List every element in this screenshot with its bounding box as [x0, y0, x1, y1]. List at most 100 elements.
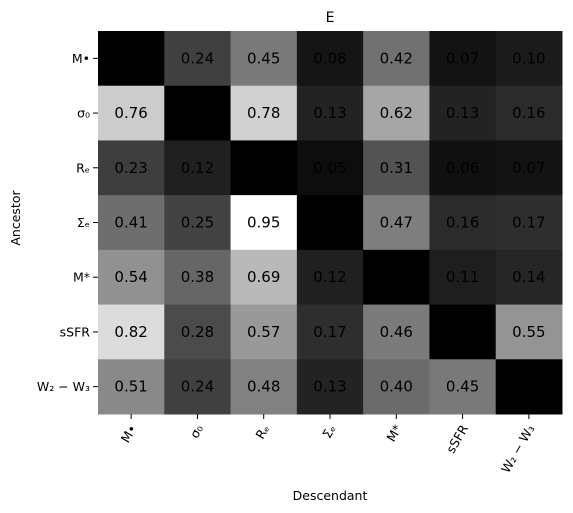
heatmap-cell: [363, 31, 430, 87]
cell-value-label: 0.45: [247, 49, 280, 67]
y-tick-label: M*: [73, 270, 90, 285]
cell-value-label: 0.82: [114, 323, 147, 341]
cell-value-label: 0.45: [446, 378, 479, 396]
cell-value-label: 0.46: [380, 323, 413, 341]
heatmap-cell: [495, 140, 563, 196]
heatmap-cell: [230, 31, 298, 87]
heatmap-cell: [98, 140, 165, 196]
heatmap-cell: [429, 249, 497, 306]
cell-value-label: 0.05: [313, 159, 346, 177]
heatmap-cell: [98, 31, 165, 87]
cell-value-label: 0.76: [114, 104, 147, 122]
cell-value-label: 0.13: [313, 104, 346, 122]
cell-value-label: 0.06: [446, 159, 479, 177]
cell-value-label: 0.00: [446, 323, 479, 341]
heatmap-cell: [164, 195, 232, 251]
y-tick-label: Rₑ: [76, 160, 90, 175]
cell-value-label: 0.13: [313, 378, 346, 396]
cell-value-label: 0.12: [313, 268, 346, 286]
cell-value-label: 0.78: [247, 104, 280, 122]
heatmap-cell: [495, 85, 563, 141]
heatmap-cells: 0.00 0.24 0.45 0.08 0.42 0.07 0.10 0.76 0.00 0.78…: [98, 31, 563, 415]
heatmap-cell: [363, 359, 430, 415]
y-tick-label: σ₀: [77, 106, 90, 121]
heatmap-cell: [363, 249, 430, 306]
heatmap-cell: [296, 304, 364, 360]
cell-value-label: 0.08: [313, 49, 346, 67]
x-axis-ticks: M• σ₀ Rₑ Σₑ M* sSFR W₂ − W₃: [118, 414, 538, 476]
heatmap-cell: [98, 359, 165, 415]
heatmap-cell: [429, 31, 497, 87]
x-axis-label: Descendant: [293, 488, 368, 503]
y-tick-label: sSFR: [60, 324, 91, 339]
cell-value-label: 0.55: [512, 323, 545, 341]
heatmap-cell: [164, 85, 232, 141]
heatmap-cell: [164, 31, 232, 87]
y-tick-label: Σₑ: [77, 215, 90, 230]
heatmap-cell: [296, 31, 364, 87]
heatmap-cell: [363, 140, 430, 196]
heatmap-cell: [429, 359, 497, 415]
cell-value-label: 0.54: [114, 268, 147, 286]
cell-value-label: 0.95: [247, 214, 280, 232]
cell-value-label: 0.14: [512, 268, 545, 286]
y-tick-label: W₂ − W₃: [37, 379, 90, 394]
heatmap-cell: [495, 304, 563, 360]
cell-value-label: 0.24: [181, 378, 214, 396]
heatmap-cell: [230, 85, 298, 141]
heatmap-cell: [429, 304, 497, 360]
heatmap-cell: [230, 140, 298, 196]
cell-value-label: 0.42: [380, 49, 413, 67]
x-tick-label: sSFR: [443, 422, 471, 456]
heatmap-cell: [429, 85, 497, 141]
heatmap-cell: [363, 304, 430, 360]
heatmap-cell: [296, 85, 364, 141]
cell-value-label: 0.25: [181, 214, 214, 232]
heatmap-cell: [164, 140, 232, 196]
cell-value-label: 0.28: [181, 323, 214, 341]
heatmap-cell: [230, 359, 298, 415]
heatmap-cell: [98, 195, 165, 251]
heatmap-cell: [98, 249, 165, 306]
heatmap-cell: [296, 140, 364, 196]
cell-value-label: 0.16: [512, 104, 545, 122]
cell-value-label: 0.00: [247, 159, 280, 177]
heatmap-cell: [230, 249, 298, 306]
heatmap-cell: [296, 195, 364, 251]
heatmap-cell: [164, 359, 232, 415]
cell-value-label: 0.23: [114, 159, 147, 177]
cell-value-label: 0.07: [512, 159, 545, 177]
heatmap-cell: [495, 249, 563, 306]
cell-value-label: 0.47: [380, 214, 413, 232]
heatmap-cell: [363, 195, 430, 251]
cell-value-label: 0.17: [313, 323, 346, 341]
x-tick-label: Rₑ: [252, 422, 272, 442]
cell-value-label: 0.00: [181, 104, 214, 122]
heatmap-cell: [429, 195, 497, 251]
y-tick-label: M•: [72, 51, 90, 66]
chart-title: E: [326, 10, 335, 26]
cell-value-label: 0.69: [247, 268, 280, 286]
cell-value-label: 0.11: [446, 268, 479, 286]
heatmap-cell: [230, 304, 298, 360]
cell-value-label: 0.07: [446, 49, 479, 67]
cell-value-label: 0.51: [114, 378, 147, 396]
cell-value-label: 0.17: [512, 214, 545, 232]
heatmap-cell: [164, 304, 232, 360]
cell-value-label: 0.24: [181, 49, 214, 67]
cell-value-label: 0.00: [512, 378, 545, 396]
heatmap-cell: [164, 249, 232, 306]
cell-value-label: 0.10: [512, 49, 545, 67]
y-axis-label: Ancestor: [8, 190, 23, 246]
x-tick-label: M•: [118, 422, 140, 445]
x-tick-label: W₂ − W₃: [498, 422, 538, 476]
heatmap-cell: [429, 140, 497, 196]
cell-value-label: 0.41: [114, 214, 147, 232]
heatmap-cell: [495, 195, 563, 251]
cell-value-label: 0.31: [380, 159, 413, 177]
cell-value-label: 0.00: [380, 268, 413, 286]
cell-value-label: 0.12: [181, 159, 214, 177]
heatmap-cell: [98, 304, 165, 360]
cell-value-label: 0.13: [446, 104, 479, 122]
